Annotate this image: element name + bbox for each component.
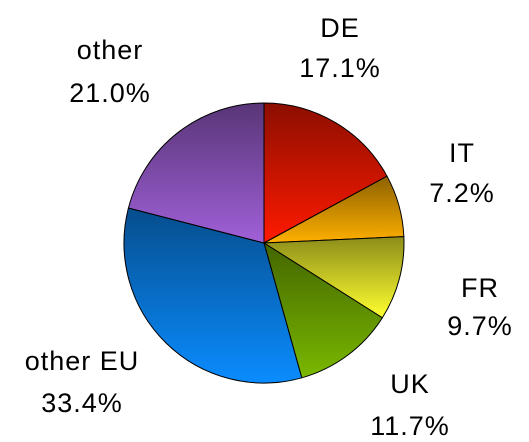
slice-label: other bbox=[77, 35, 144, 65]
slice-value-label: 17.1% bbox=[299, 53, 381, 83]
slice-value-label: 9.7% bbox=[447, 311, 513, 341]
slice-label: other EU bbox=[25, 346, 140, 376]
slice-value-label: 21.0% bbox=[69, 78, 151, 108]
slice-label: UK bbox=[390, 369, 430, 399]
slice-value-label: 7.2% bbox=[429, 178, 495, 208]
pie-slice bbox=[263, 102, 388, 244]
slice-label: IT bbox=[449, 138, 475, 168]
slice-value-label: 11.7% bbox=[370, 411, 450, 441]
slice-label: FR bbox=[461, 273, 499, 303]
pie-slice bbox=[127, 102, 265, 244]
pie-slice bbox=[123, 207, 303, 384]
slice-value-label: 33.4% bbox=[41, 388, 123, 418]
pie-slice bbox=[262, 236, 405, 319]
slice-label: DE bbox=[320, 13, 360, 43]
pie-slice bbox=[263, 241, 384, 379]
